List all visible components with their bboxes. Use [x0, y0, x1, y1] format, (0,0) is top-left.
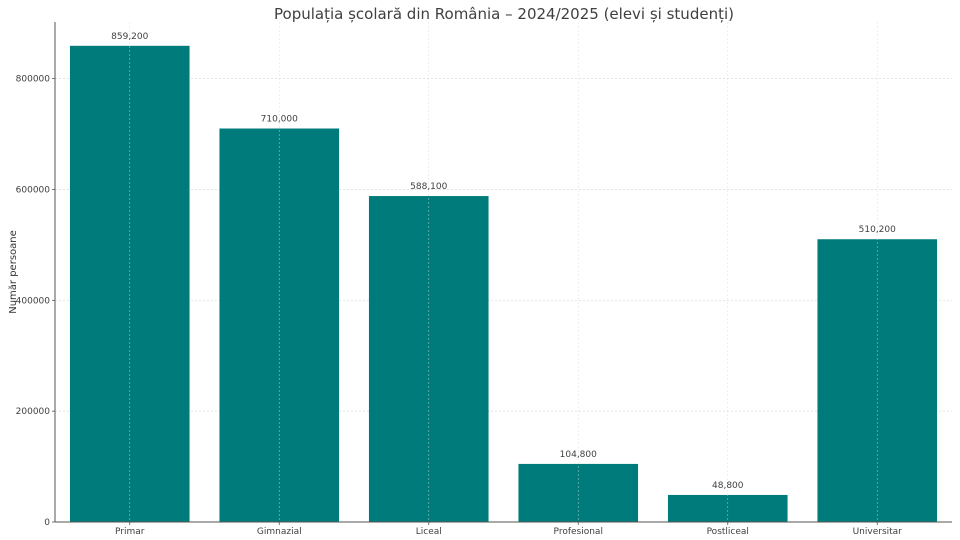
x-tick-label: Primar	[115, 527, 145, 537]
y-tick-label: 400000	[16, 296, 51, 306]
y-tick-label: 200000	[16, 407, 51, 417]
x-tick-labels: Primar Gimnazial Liceal Profesional Postlice…	[115, 527, 902, 537]
y-tick-labels: 0 200000 400000 600000 800000	[16, 75, 51, 528]
x-tick-label: Profesional	[554, 527, 603, 537]
axes	[52, 22, 952, 525]
y-tick-label: 800000	[16, 75, 51, 85]
x-tick-label: Gimnazial	[257, 527, 302, 537]
data-labels: 859,200 710,000 588,100 104,800 48,800 510,20…	[111, 32, 896, 491]
y-tick-label: 600000	[16, 185, 51, 195]
data-label: 859,200	[111, 32, 148, 42]
data-label: 710,000	[261, 114, 298, 124]
data-label: 48,800	[712, 481, 744, 491]
grid-lines	[55, 78, 952, 412]
data-label: 588,100	[410, 182, 447, 192]
data-label: 104,800	[560, 450, 597, 460]
x-tick-label: Postliceal	[707, 527, 749, 537]
x-tick-label: Liceal	[416, 527, 442, 537]
chart-title: Populația școlară din România – 2024/202…	[274, 5, 734, 23]
y-axis-label: Număr persoane	[8, 230, 19, 314]
bar	[518, 463, 639, 522]
data-label: 510,200	[859, 225, 896, 235]
vertical-grid-lines	[129, 22, 878, 522]
bars	[69, 45, 938, 523]
y-tick-label: 0	[44, 518, 50, 528]
x-tick-label: Universitar	[853, 527, 903, 537]
